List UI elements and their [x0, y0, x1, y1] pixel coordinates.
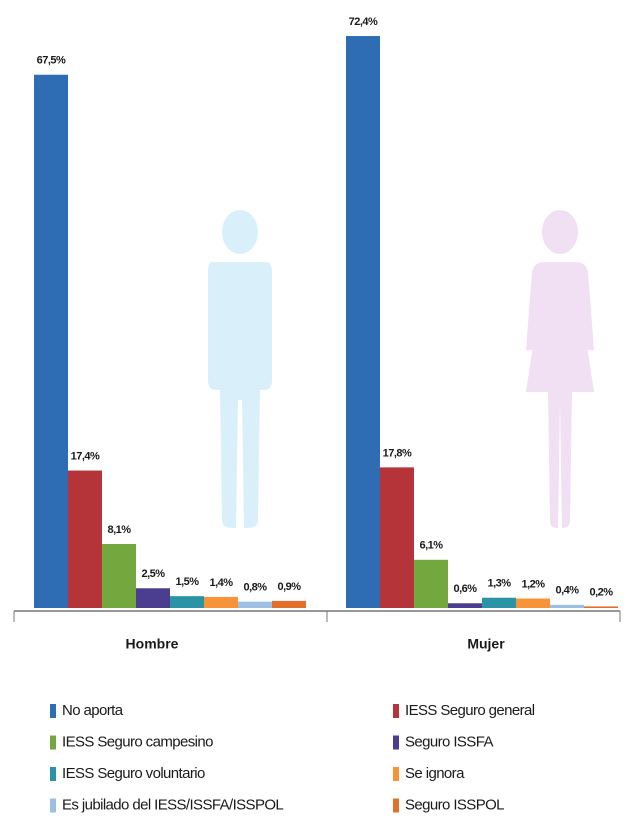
woman-figure	[526, 210, 594, 528]
value-label: 1,4%	[209, 577, 233, 589]
bar	[346, 36, 380, 609]
legend-label: IESS Seguro campesino	[62, 733, 213, 750]
value-label: 0,2%	[589, 586, 613, 598]
bar	[482, 597, 516, 608]
legend-label: No aporta	[62, 702, 124, 719]
bar	[272, 600, 306, 608]
bar	[516, 598, 550, 608]
bar	[170, 596, 204, 608]
legend-label: Se ignora	[405, 765, 465, 782]
bar	[34, 74, 68, 608]
legend-swatch	[50, 767, 56, 781]
value-label: 8,1%	[107, 524, 131, 536]
value-label: 0,6%	[453, 583, 477, 595]
bar	[68, 470, 102, 608]
legend-label: Seguro ISSFA	[405, 733, 493, 750]
legend-swatch	[393, 735, 399, 750]
legend-swatch	[50, 704, 56, 718]
legend-swatch	[50, 735, 56, 750]
legend-label: Es jubilado del IESS/ISSFA/ISSPOL	[62, 796, 283, 813]
legend-swatch	[393, 767, 399, 781]
value-label: 72,4%	[349, 16, 378, 28]
bar	[204, 596, 238, 608]
bar	[448, 603, 482, 608]
value-label: 0,9%	[277, 581, 301, 593]
legend-swatch	[393, 798, 399, 813]
bar	[380, 467, 414, 608]
value-label: 0,8%	[243, 582, 267, 594]
value-label: 1,3%	[487, 578, 511, 590]
bar	[238, 601, 272, 608]
man-figure	[208, 210, 272, 528]
value-label: 2,5%	[141, 568, 165, 580]
bar	[136, 588, 170, 608]
value-label: 17,4%	[71, 450, 100, 462]
legend-label: IESS Seguro general	[405, 702, 535, 719]
value-label: 6,1%	[419, 540, 443, 552]
bar	[414, 559, 448, 608]
legend-label: Seguro ISSPOL	[405, 796, 504, 813]
legend-label: IESS Seguro voluntario	[62, 765, 205, 782]
x-tick-label: Hombre	[126, 636, 179, 652]
value-label: 0,4%	[555, 585, 579, 597]
x-tick-label: Mujer	[467, 636, 505, 652]
bar	[584, 606, 618, 608]
value-label: 67,5%	[37, 55, 66, 67]
value-label: 1,5%	[175, 576, 199, 588]
legend-swatch	[50, 798, 56, 813]
bar	[102, 544, 136, 608]
value-label: 1,2%	[521, 578, 545, 590]
value-label: 17,8%	[383, 447, 412, 459]
bar	[550, 604, 584, 608]
legend-swatch	[393, 704, 399, 718]
